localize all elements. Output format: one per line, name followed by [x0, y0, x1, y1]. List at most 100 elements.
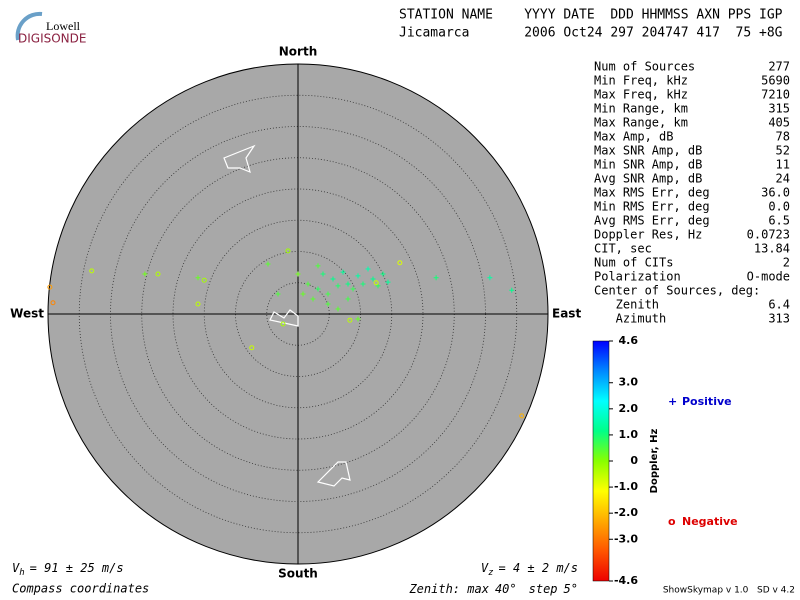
- logo-bottom: DIGISONDE: [18, 32, 86, 46]
- stat-value: 405: [768, 116, 790, 130]
- source-positive: [315, 263, 321, 269]
- colorbar-tick-label: 2.0: [619, 402, 639, 415]
- colorbar-tick-label: 3.0: [619, 376, 639, 389]
- source-positive: [305, 281, 311, 287]
- stat-label: Avg RMS Err, deg: [594, 214, 710, 228]
- source-negative: [519, 413, 525, 419]
- source-positive: [295, 271, 301, 277]
- stat-label: Zenith: [594, 298, 659, 312]
- west-label: West: [10, 307, 44, 321]
- stat-value: 7210: [761, 88, 790, 102]
- source-positive: [195, 275, 201, 281]
- stat-value: 313: [768, 312, 790, 326]
- legend-positive-symbol: +: [668, 395, 677, 408]
- stat-value: 277: [768, 60, 790, 74]
- stat-value: 78: [776, 130, 790, 144]
- vz-text-part: V: [481, 561, 489, 575]
- stat-value: 315: [768, 102, 790, 116]
- source-negative: [397, 260, 403, 266]
- legend-negative: Negative: [682, 515, 738, 528]
- stat-label: Max SNR Amp, dB: [594, 144, 702, 158]
- source-positive: [340, 269, 346, 275]
- colorbar-tick-label: -4.6: [614, 574, 638, 587]
- zenith-text: Zenith: max 40° step 5°: [408, 582, 578, 596]
- vh-text-part: h: [19, 568, 24, 578]
- stat-value: 24: [776, 172, 790, 186]
- colorbar-label: Doppler, Hz: [649, 429, 660, 494]
- source-positive: [265, 261, 271, 267]
- zenith-text-part: step: [529, 582, 558, 596]
- south-label: South: [278, 567, 318, 581]
- source-positive: [320, 271, 326, 277]
- header-columns: STATION NAME YYYY DATE DDD HHMMSS AXN PP…: [399, 8, 783, 23]
- source-negative: [47, 284, 53, 290]
- stat-label: CIT, sec: [594, 242, 652, 256]
- zenith-text-part: °: [571, 582, 578, 596]
- logo-top: Lowell: [46, 19, 81, 33]
- colorbar-tick-label: 0: [630, 454, 638, 467]
- stat-value: O-mode: [747, 270, 790, 284]
- stat-value: 36.0: [761, 186, 790, 200]
- source-negative: [155, 271, 161, 277]
- stat-label: Doppler Res, Hz: [594, 228, 702, 242]
- colorbar-tick-label: 1.0: [619, 428, 639, 441]
- stat-label: Num of Sources: [594, 60, 695, 74]
- zenith-text-part: 5: [564, 582, 571, 596]
- east-label: East: [552, 307, 581, 321]
- source-positive: [142, 271, 148, 277]
- stat-label: Max Range, km: [594, 116, 688, 130]
- zenith-text-part: °: [509, 582, 516, 596]
- vz-text: Vz = 4 ± 2 m/s: [481, 561, 578, 578]
- source-positive: [330, 276, 336, 282]
- legend-positive: Positive: [682, 395, 732, 408]
- colorbar-tick-label: -1.0: [614, 480, 638, 493]
- stat-label: Center of Sources, deg:: [594, 284, 760, 298]
- stat-label: Min RMS Err, deg: [594, 200, 710, 214]
- colorbar-tick-label: 4.6: [619, 334, 639, 347]
- credit: ShowSkymap v 1.0 SD v 4.2: [663, 586, 795, 596]
- stat-label: Min Range, km: [594, 102, 688, 116]
- stat-value: 2: [783, 256, 790, 270]
- source-positive: [385, 279, 391, 285]
- source-positive: [350, 286, 356, 292]
- header-values: Jicamarca 2006 Oct24 297 204747 417 75 +…: [399, 26, 783, 41]
- legend-negative-symbol: o: [668, 515, 676, 528]
- source-positive: [433, 275, 439, 281]
- stat-label: Max Amp, dB: [594, 130, 673, 144]
- source-positive: [355, 316, 361, 322]
- colorbar-tick-label: -2.0: [614, 506, 638, 519]
- source-positive: [355, 273, 361, 279]
- stat-value: 0.0: [768, 200, 790, 214]
- zenith-text-part: Zenith: max: [408, 582, 489, 596]
- compass-text: Compass coordinates: [12, 582, 149, 596]
- source-positive: [345, 281, 351, 287]
- velocity-arrows: [223, 144, 351, 487]
- source-positive: [335, 306, 341, 312]
- vz-text-part: = 4 ± 2 m/s: [499, 561, 578, 575]
- source-negative: [50, 300, 56, 306]
- source-positive: [380, 271, 386, 277]
- colorbar: [592, 340, 610, 582]
- logo-arc: [15, 11, 43, 41]
- vh-text: Vh = 91 ± 25 m/s: [12, 561, 124, 578]
- source-positive: [325, 291, 331, 297]
- source-positive: [370, 276, 376, 282]
- source-negative: [347, 317, 353, 323]
- source-positive: [509, 287, 515, 293]
- stat-label: Max Freq, kHz: [594, 88, 688, 102]
- stat-label: Min SNR Amp, dB: [594, 158, 702, 172]
- source-positive: [310, 296, 316, 302]
- zenith-text-part: 40: [495, 582, 509, 596]
- source-negative: [285, 248, 291, 254]
- source-positive: [360, 281, 366, 287]
- stat-label: Min Freq, kHz: [594, 74, 688, 88]
- vz-text-part: z: [488, 568, 493, 578]
- source-negative: [280, 321, 286, 327]
- source-positive: [300, 291, 306, 297]
- stat-label: Num of CITs: [594, 256, 673, 270]
- source-negative: [373, 280, 379, 286]
- source-positive: [345, 296, 351, 302]
- source-negative: [249, 345, 255, 351]
- source-positive: [325, 301, 331, 307]
